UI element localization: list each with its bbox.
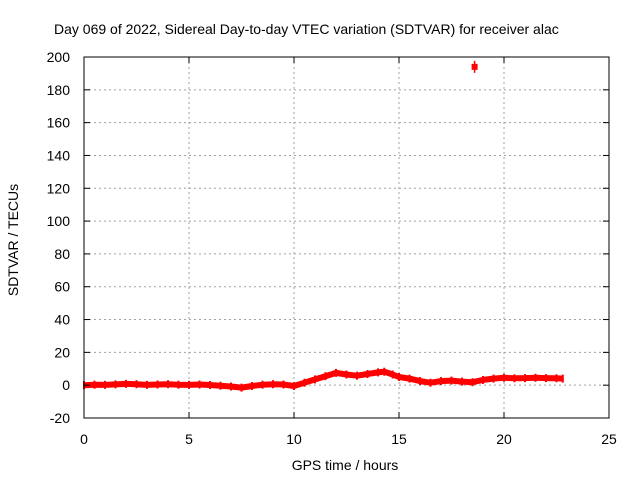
x-tick-label-5: 25 [601, 431, 617, 447]
x-tick-label-0: 0 [80, 431, 88, 447]
y-tick-label-6: 100 [47, 213, 71, 229]
y-tick-label-10: 180 [47, 82, 71, 98]
y-tick-label-9: 160 [47, 115, 71, 131]
plot-frame [83, 56, 610, 419]
y-tick-label-2: 20 [54, 344, 70, 360]
x-tick-label-3: 15 [391, 431, 407, 447]
x-tick-label-2: 10 [286, 431, 302, 447]
y-tick-label-1: 0 [62, 377, 70, 393]
y-tick-label-7: 120 [47, 180, 71, 196]
x-axis-title: GPS time / hours [292, 457, 399, 473]
x-tick-label-1: 5 [185, 431, 193, 447]
y-tick-label-11: 200 [47, 49, 71, 65]
chart-title: Day 069 of 2022, Sidereal Day-to-day VTE… [54, 21, 559, 37]
x-tick-label-4: 20 [496, 431, 512, 447]
y-tick-label-8: 140 [47, 147, 71, 163]
series-trace-0 [83, 368, 563, 391]
axis-ticks: -20 0 20 40 60 80 100 120 140 160 180 200 0 5 10 15 20 25 [47, 49, 617, 447]
y-tick-label-4: 60 [54, 279, 70, 295]
y-axis-title: SDTVAR / TECUs [5, 184, 21, 296]
y-tick-label-3: 40 [54, 312, 70, 328]
y-tick-label-0: -20 [50, 410, 70, 426]
y-tick-label-5: 80 [54, 246, 70, 262]
grid-lines [84, 57, 609, 418]
